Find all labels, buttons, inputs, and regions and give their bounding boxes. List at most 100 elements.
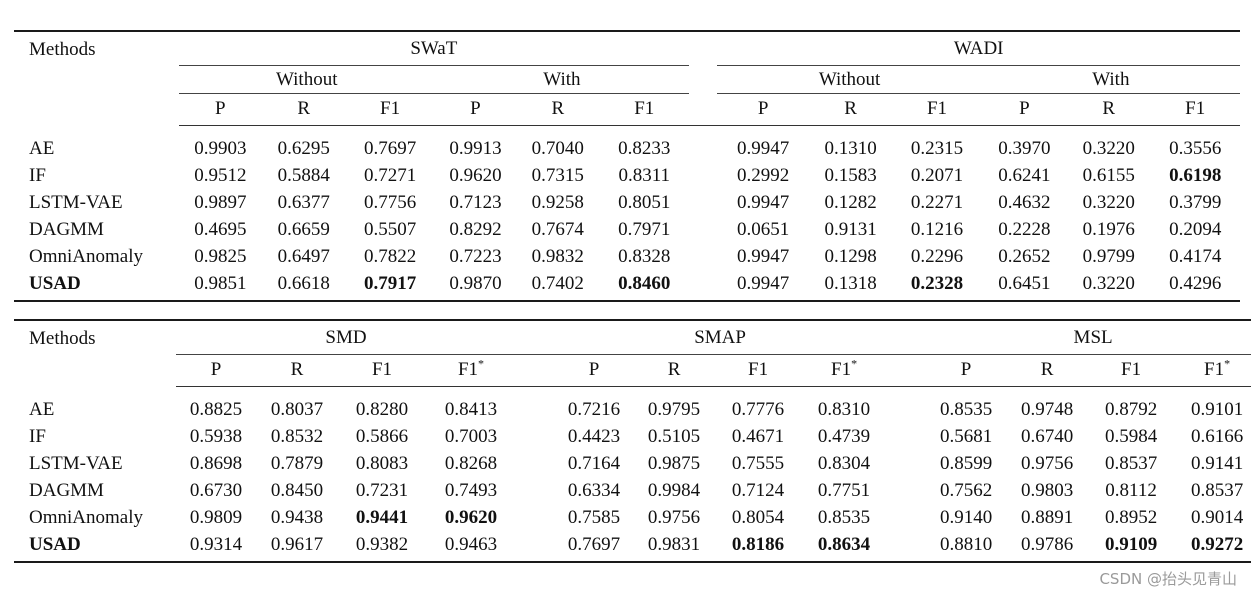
column-spacer [689, 135, 717, 162]
metric-header-f1: F1 [345, 93, 435, 126]
value-cell: 0.9786 [1006, 531, 1089, 563]
column-spacer [688, 270, 718, 302]
value-cell: 0.9140 [939, 507, 993, 528]
metric-header-p: P [926, 354, 1007, 387]
value-cell: 0.9947 [737, 246, 790, 267]
value-cell: 0.9903 [194, 138, 247, 159]
value-cell: 0.7003 [444, 426, 498, 447]
value-cell: 0.8535 [939, 399, 993, 420]
value-cell: 0.8537 [1104, 453, 1158, 474]
table-row: DAGMM 0.4695 0.6659 0.5507 0.8292 0.7674 0.797… [14, 216, 1240, 243]
column-spacer [516, 396, 554, 423]
metric-label: F1 [371, 359, 393, 380]
column-spacer [688, 93, 718, 126]
value-cell: 0.6451 [981, 270, 1068, 302]
table-row: IF 0.5938 0.8532 0.5866 0.7003 0.4423 0.5105 0.… [14, 423, 1251, 450]
metric-header-p: P [554, 354, 635, 387]
metric-header-f1: F1 [892, 93, 982, 126]
value-cell: 0.5938 [189, 426, 243, 447]
value-cell: 0.5105 [647, 426, 701, 447]
method-name: OmniAnomaly [29, 246, 143, 267]
value-cell: 0.7402 [516, 270, 600, 302]
value-cell: 0.7756 [363, 192, 417, 213]
method-name: DAGMM [29, 480, 104, 501]
value-cell: 0.9463 [426, 531, 516, 563]
table1-body: AE 0.9903 0.6295 0.7697 0.9913 0.7040 0.8233 0.… [14, 135, 1240, 302]
metric-header-f1: F1 [714, 354, 803, 387]
value-cell: 0.9875 [647, 453, 701, 474]
value-cell: 0.6241 [998, 165, 1051, 186]
value-cell: 0.6198 [1169, 165, 1222, 186]
metric-header-p: P [176, 354, 256, 387]
table-row: OmniAnomaly 0.9825 0.6497 0.7822 0.7223 0.983… [14, 243, 1240, 270]
value-cell: 0.9831 [634, 531, 715, 563]
value-cell: 0.0651 [737, 219, 790, 240]
table-row: USAD 0.9851 0.6618 0.7917 0.9870 0.7402 0.8460… [14, 270, 1240, 302]
watermark: CSDN @抬头见青山 [1099, 570, 1237, 588]
value-cell: 0.9617 [256, 531, 338, 563]
results-table-swat-wadi: Methods SWaT WADI Without With Without W… [14, 30, 1240, 302]
value-cell: 0.8450 [270, 480, 324, 501]
column-spacer [886, 396, 926, 423]
value-cell: 0.4695 [194, 219, 247, 240]
metric-header-f1: F1 [599, 93, 689, 126]
group-header-swat-without: Without [178, 65, 435, 94]
metric-header-r: R [516, 93, 600, 126]
metric-header-f1-star: F1* [802, 354, 887, 387]
column-spacer [689, 216, 717, 243]
metric-label: P [588, 359, 600, 380]
value-cell: 0.9947 [737, 138, 790, 159]
metric-label: F1 [1121, 359, 1142, 380]
column-spacer [886, 477, 926, 504]
metric-header-p: P [717, 93, 809, 126]
value-cell: 0.1310 [824, 138, 877, 159]
value-cell: 0.5866 [355, 426, 409, 447]
group-header-wadi-without: Without [717, 65, 982, 94]
value-cell: 0.9809 [189, 507, 243, 528]
column-spacer [516, 354, 555, 387]
value-cell: 0.9851 [178, 270, 263, 302]
value-cell: 0.2228 [998, 219, 1051, 240]
metric-header-r: R [256, 354, 338, 387]
metric-header-row: P R F1 P R F1 P R F1 P R F1 [14, 93, 1240, 126]
value-cell: 0.2328 [892, 270, 982, 302]
table-row: DAGMM 0.6730 0.8450 0.7231 0.7493 0.6334 0.998… [14, 477, 1251, 504]
value-cell: 0.9109 [1088, 531, 1175, 563]
results-table-smd-smap-msl: Methods SMD SMAP MSL P R F1 F1* P R F1 F1* P R F1 F… [14, 319, 1251, 563]
value-cell: 0.9131 [824, 219, 877, 240]
value-cell: 0.9947 [717, 270, 809, 302]
value-cell: 0.9897 [194, 192, 247, 213]
value-cell: 0.1583 [824, 165, 877, 186]
value-cell: 0.7271 [363, 165, 417, 186]
value-cell: 0.7562 [939, 480, 993, 501]
value-cell: 0.8825 [189, 399, 243, 420]
column-spacer [886, 531, 927, 563]
value-cell: 0.6377 [277, 192, 330, 213]
value-cell: 0.3220 [1067, 270, 1151, 302]
value-cell: 0.8292 [449, 219, 502, 240]
value-cell: 0.9832 [531, 246, 584, 267]
value-cell: 0.7879 [270, 453, 324, 474]
value-cell: 0.2094 [1169, 219, 1222, 240]
value-cell: 0.7776 [731, 399, 785, 420]
value-cell: 0.9314 [176, 531, 256, 563]
group-header-wadi-with: With [981, 65, 1240, 94]
value-cell: 0.9870 [434, 270, 517, 302]
star-superscript: * [478, 356, 485, 371]
metric-header-p: P [981, 93, 1068, 126]
value-cell: 0.8698 [189, 453, 243, 474]
value-cell: 0.9272 [1174, 531, 1251, 563]
value-cell: 0.7124 [731, 480, 785, 501]
value-cell: 0.8186 [714, 531, 803, 563]
method-name: AE [29, 399, 55, 420]
value-cell: 0.3556 [1169, 138, 1222, 159]
value-cell: 0.8599 [939, 453, 993, 474]
value-cell: 0.8233 [618, 138, 671, 159]
value-cell: 0.7697 [554, 531, 635, 563]
value-cell: 0.9014 [1190, 507, 1244, 528]
value-cell: 0.9947 [737, 192, 790, 213]
value-cell: 0.2315 [910, 138, 964, 159]
value-cell: 0.4671 [731, 426, 785, 447]
value-cell: 0.7493 [444, 480, 498, 501]
metric-header-p: P [178, 93, 263, 126]
